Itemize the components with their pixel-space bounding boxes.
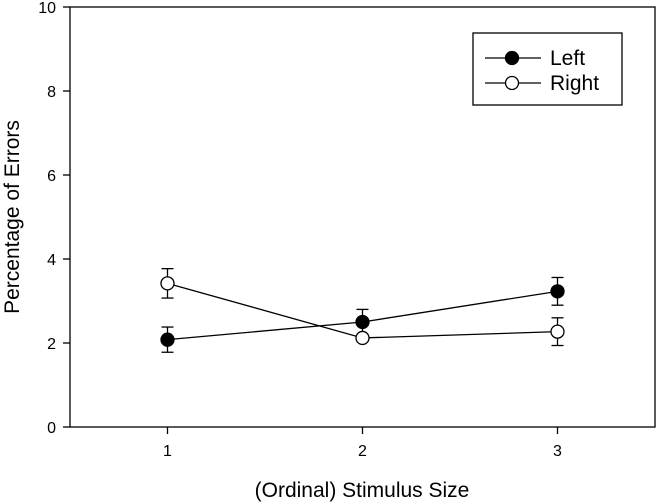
legend-box (472, 32, 623, 106)
data-point-left (355, 314, 370, 330)
x-tick-label: 2 (358, 443, 367, 460)
legend-marker-right (504, 75, 520, 91)
legend-marker-left (504, 50, 520, 66)
y-tick-label: 0 (47, 420, 56, 437)
y-tick-label: 8 (47, 84, 56, 101)
legend: Left Right (472, 32, 623, 106)
x-tick-label: 3 (553, 443, 562, 460)
y-tick-label: 2 (47, 336, 56, 353)
data-point-left (160, 332, 175, 347)
y-tick-label: 4 (47, 252, 56, 269)
series-layer (160, 268, 565, 353)
legend-label-left: Left (550, 47, 585, 70)
x-tick-label: 1 (163, 443, 172, 460)
y-tick-label: 10 (38, 0, 56, 17)
data-point-right (160, 276, 175, 291)
data-point-left (550, 284, 565, 299)
data-point-right (550, 324, 565, 339)
y-tick-label: 6 (47, 168, 56, 185)
legend-label-right: Right (550, 72, 599, 95)
y-axis-label: Percentage of Errors (1, 120, 24, 314)
x-axis-label: (Ordinal) Stimulus Size (255, 479, 470, 502)
data-point-right (355, 330, 370, 346)
